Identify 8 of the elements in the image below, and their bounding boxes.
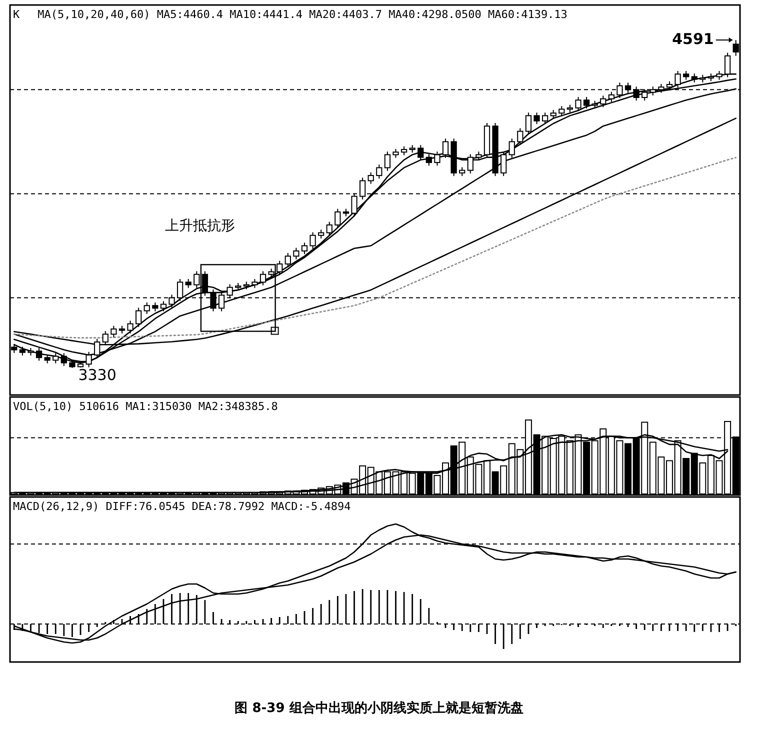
annotation: 上升抵抗形 [165,218,235,234]
caption: 图 8-39 组合中出现的小阴线实质上就是短暂洗盘 [234,700,524,716]
chart-title: K [13,8,20,21]
annotation: 4591 [672,30,714,48]
chart-title: MACD(26,12,9) DIFF:76.0545 DEA:78.7992 MACD:-5.4894 [13,500,352,513]
chart-subtitle: MA(5,10,20,40,60) MA5:4460.4 MA10:4441.4 MA20:4403.7 MA40:4298.0500 MA60:4139.13 [38,8,568,21]
chart-title: VOL(5,10) 510616 MA1:315030 MA2:348385.8 [13,400,278,413]
annotation: 3330 [78,366,116,384]
